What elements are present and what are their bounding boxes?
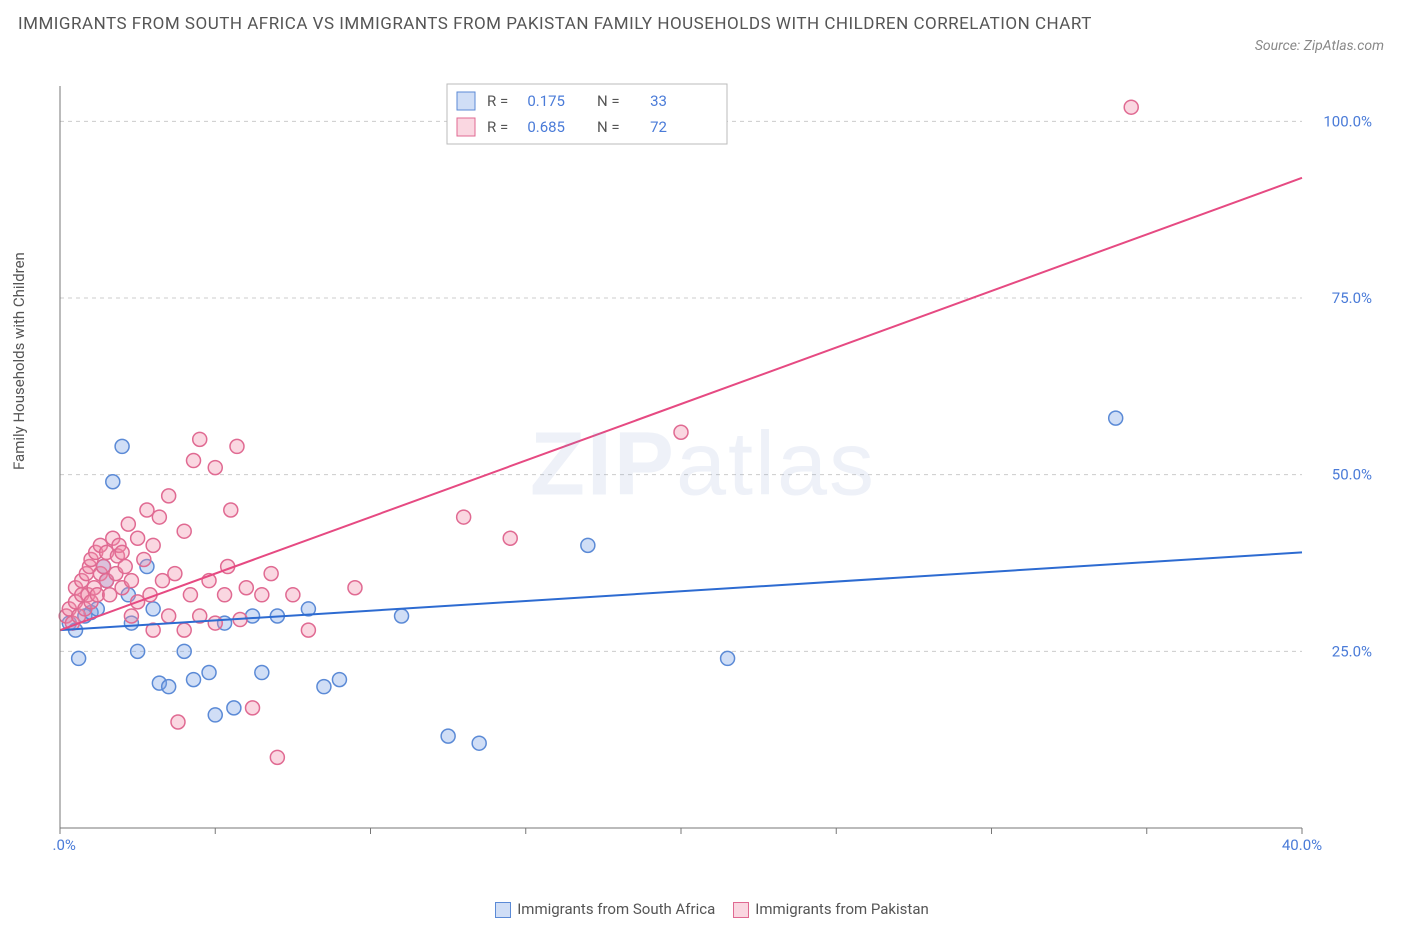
data-point — [72, 651, 86, 665]
y-tick-label: 25.0% — [1332, 642, 1372, 660]
data-point — [332, 673, 346, 687]
legend-r-value: 0.685 — [527, 118, 565, 136]
data-point — [255, 666, 269, 680]
data-point — [239, 581, 253, 595]
data-point — [146, 602, 160, 616]
data-point — [472, 736, 486, 750]
data-point — [162, 489, 176, 503]
data-point — [124, 574, 138, 588]
data-point — [115, 545, 129, 559]
legend-swatch — [495, 902, 511, 918]
data-point — [131, 644, 145, 658]
y-tick-label: 100.0% — [1323, 112, 1372, 130]
data-point — [103, 588, 117, 602]
data-point — [218, 588, 232, 602]
data-point — [177, 524, 191, 538]
legend-label: Immigrants from South Africa — [517, 900, 715, 918]
data-point — [162, 609, 176, 623]
data-point — [721, 651, 735, 665]
data-point — [255, 588, 269, 602]
data-point — [168, 567, 182, 581]
legend-n-label: N = — [597, 118, 620, 136]
scatter-plot: 25.0% 50.0% 75.0% 100.0% 0.0% 40.0% R = 0.175 N … — [52, 78, 1382, 868]
legend-swatch — [457, 118, 475, 136]
data-point — [162, 680, 176, 694]
x-tick-label: 0.0% — [52, 836, 76, 854]
legend-n-value: 72 — [650, 118, 667, 136]
data-point — [441, 729, 455, 743]
data-point — [193, 432, 207, 446]
y-tick-label: 75.0% — [1332, 289, 1372, 307]
data-point — [503, 531, 517, 545]
data-point — [124, 609, 138, 623]
legend-label: Immigrants from Pakistan — [755, 900, 929, 918]
y-tick-label: 50.0% — [1332, 466, 1372, 484]
data-point — [202, 666, 216, 680]
data-point — [246, 701, 260, 715]
data-point — [177, 623, 191, 637]
data-point — [152, 510, 166, 524]
data-point — [187, 673, 201, 687]
data-point — [137, 552, 151, 566]
trend-line — [60, 178, 1302, 630]
data-point — [183, 588, 197, 602]
data-point — [230, 439, 244, 453]
data-point — [118, 560, 132, 574]
data-point — [208, 616, 222, 630]
legend-r-label: R = — [487, 92, 508, 110]
chart-title: IMMIGRANTS FROM SOUTH AFRICA VS IMMIGRAN… — [18, 12, 1092, 38]
data-point — [348, 581, 362, 595]
legend-n-value: 33 — [650, 92, 667, 110]
data-point — [171, 715, 185, 729]
data-point — [457, 510, 471, 524]
x-tick-label: 40.0% — [1282, 836, 1322, 854]
legend-r-label: R = — [487, 118, 508, 136]
data-point — [264, 567, 278, 581]
data-point — [581, 538, 595, 552]
legend-swatch — [457, 92, 475, 110]
data-point — [674, 425, 688, 439]
data-point — [1109, 411, 1123, 425]
data-point — [131, 531, 145, 545]
data-point — [121, 517, 135, 531]
data-point — [155, 574, 169, 588]
source-label: Source: ZipAtlas.com — [1255, 38, 1384, 54]
y-axis-label: Family Households with Children — [10, 252, 28, 470]
data-point — [286, 588, 300, 602]
data-point — [96, 560, 110, 574]
data-point — [1124, 100, 1138, 114]
legend-n-label: N = — [597, 92, 620, 110]
data-point — [106, 475, 120, 489]
data-point — [270, 750, 284, 764]
data-point — [227, 701, 241, 715]
data-point — [187, 454, 201, 468]
data-point — [208, 708, 222, 722]
data-point — [395, 609, 409, 623]
data-point — [177, 644, 191, 658]
data-point — [301, 623, 315, 637]
data-point — [317, 680, 331, 694]
data-point — [140, 503, 154, 517]
data-point — [115, 439, 129, 453]
legend-swatch — [733, 902, 749, 918]
data-point — [146, 538, 160, 552]
legend-r-value: 0.175 — [527, 92, 565, 110]
bottom-legend: Immigrants from South Africa Immigrants f… — [0, 900, 1406, 918]
data-point — [224, 503, 238, 517]
data-point — [208, 461, 222, 475]
